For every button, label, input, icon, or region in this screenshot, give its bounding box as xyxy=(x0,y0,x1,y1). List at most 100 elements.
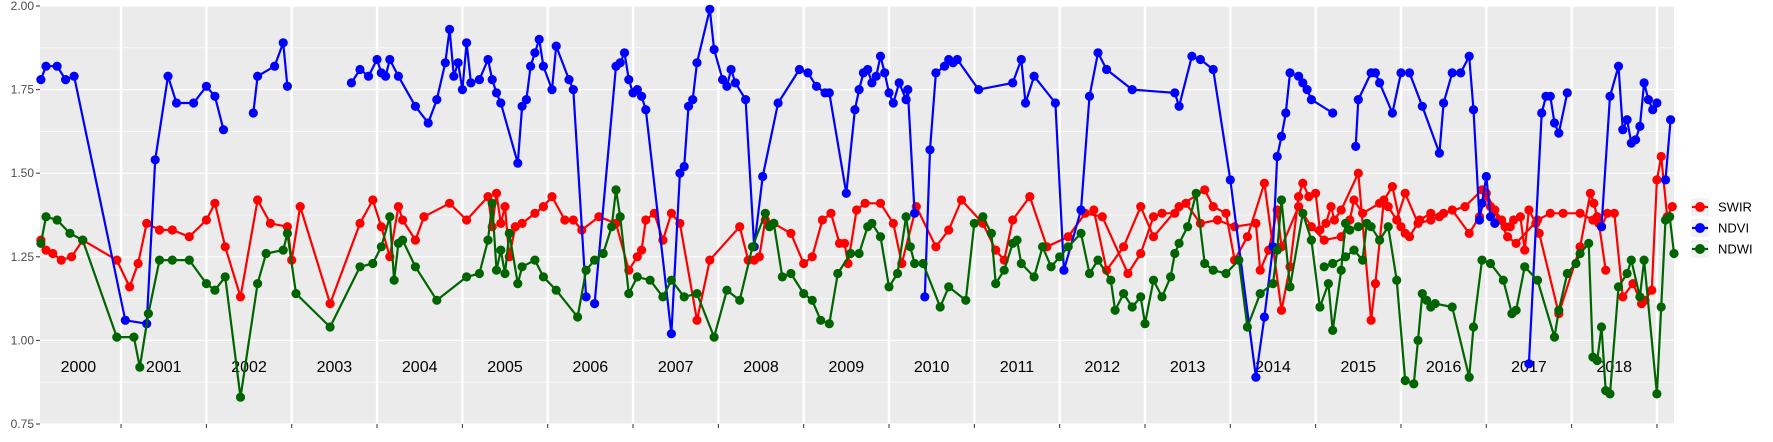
data-point-ndvi xyxy=(811,81,822,91)
data-point-ndvi xyxy=(445,24,455,34)
data-point-ndvi xyxy=(517,101,527,111)
data-point-ndvi xyxy=(1008,78,1018,88)
data-point-ndvi xyxy=(1272,151,1282,162)
data-point-ndvi xyxy=(385,54,395,65)
data-point-ndwi xyxy=(184,255,194,265)
data-point-ndvi xyxy=(466,78,476,88)
data-point-swir xyxy=(1329,215,1339,225)
data-point-swir xyxy=(1609,208,1619,218)
data-point-swir xyxy=(1319,235,1329,245)
data-point-ndwi xyxy=(1383,222,1393,232)
data-point-ndvi xyxy=(1474,215,1485,225)
data-point-ndvi xyxy=(722,81,732,91)
data-point-ndwi xyxy=(1652,389,1662,399)
data-point-ndvi xyxy=(1353,95,1363,105)
data-point-swir xyxy=(376,222,386,232)
data-point-ndwi xyxy=(692,289,702,299)
data-point-swir xyxy=(265,218,275,228)
data-point-swir xyxy=(1304,192,1314,202)
data-point-ndvi xyxy=(718,75,728,85)
data-point-ndvi xyxy=(1631,135,1641,145)
data-point-ndwi xyxy=(1063,242,1073,252)
data-point-ndvi xyxy=(1306,95,1316,105)
data-point-swir xyxy=(888,218,898,228)
data-point-ndvi xyxy=(218,125,229,135)
data-point-ndvi xyxy=(875,51,886,61)
data-point-swir xyxy=(1294,192,1304,202)
data-point-swir xyxy=(1259,178,1269,188)
data-point-ndwi xyxy=(846,248,856,259)
data-point-ndwi xyxy=(1626,255,1636,265)
data-point-swir xyxy=(1509,215,1519,225)
data-point-swir xyxy=(1602,208,1612,218)
data-point-ndwi xyxy=(513,279,523,289)
data-point-ndwi xyxy=(1485,258,1496,269)
data-point-ndvi xyxy=(1417,101,1427,111)
data-point-ndvi xyxy=(709,44,719,55)
data-point-swir xyxy=(1447,205,1457,215)
data-point-ndvi xyxy=(1276,131,1287,141)
data-point-ndvi xyxy=(1170,88,1180,98)
data-point-swir xyxy=(852,205,862,215)
data-point-ndwi xyxy=(1076,228,1086,238)
data-point-ndvi xyxy=(1666,115,1676,125)
data-point-ndvi xyxy=(1464,51,1474,61)
data-point-ndwi xyxy=(1119,289,1129,299)
data-point-ndvi xyxy=(1076,205,1086,215)
data-point-ndwi xyxy=(368,258,378,269)
data-point-ndvi xyxy=(171,98,182,108)
data-point-ndwi xyxy=(154,255,165,265)
data-point-ndvi xyxy=(449,71,459,81)
data-point-ndwi xyxy=(1029,272,1039,282)
data-point-ndwi xyxy=(944,282,954,292)
data-point-ndvi xyxy=(925,145,935,155)
data-point-ndwi xyxy=(1268,279,1278,289)
data-point-ndvi xyxy=(491,88,502,98)
data-point-ndvi xyxy=(1456,68,1466,78)
data-point-ndvi xyxy=(758,171,768,182)
data-point-ndwi xyxy=(496,245,506,255)
data-point-ndvi xyxy=(372,54,382,65)
year-label: 2013 xyxy=(1170,359,1206,376)
data-point-ndvi xyxy=(278,38,288,48)
data-point-ndwi xyxy=(1447,302,1457,312)
data-point-swir xyxy=(1503,232,1513,242)
data-point-ndvi xyxy=(1434,148,1444,158)
data-point-ndwi xyxy=(1323,279,1333,289)
data-point-ndvi xyxy=(526,61,536,71)
data-point-ndvi xyxy=(1127,85,1137,95)
data-point-ndvi xyxy=(530,48,540,58)
data-point-ndwi xyxy=(1409,379,1419,389)
data-point-ndwi xyxy=(1191,188,1201,198)
data-point-swir xyxy=(491,188,502,198)
data-point-swir xyxy=(368,195,378,205)
data-point-swir xyxy=(1575,208,1585,218)
data-point-ndvi xyxy=(462,38,472,48)
data-point-ndwi xyxy=(1575,248,1585,259)
year-label: 2005 xyxy=(487,359,523,376)
data-point-swir xyxy=(282,222,292,232)
data-point-swir xyxy=(184,232,194,242)
data-point-ndwi xyxy=(1596,322,1607,332)
data-point-ndwi xyxy=(112,332,122,342)
data-point-swir xyxy=(410,235,420,245)
data-point-ndvi xyxy=(547,85,557,95)
data-point-ndwi xyxy=(1345,225,1355,235)
data-point-swir xyxy=(1460,202,1470,212)
year-label: 2011 xyxy=(1000,359,1035,376)
data-point-ndwi xyxy=(769,218,779,228)
data-point-ndvi xyxy=(1020,98,1031,108)
data-point-swir xyxy=(1387,182,1397,192)
data-point-ndvi xyxy=(1059,265,1069,275)
data-point-swir xyxy=(1558,208,1568,218)
data-point-ndwi xyxy=(1148,275,1159,285)
data-point-ndwi xyxy=(1183,222,1193,232)
data-point-ndvi xyxy=(1251,372,1261,382)
data-point-swir xyxy=(1426,208,1436,218)
data-point-ndvi xyxy=(1294,71,1304,81)
data-point-ndwi xyxy=(1511,305,1521,315)
data-point-ndvi xyxy=(1208,64,1218,75)
data-point-ndwi xyxy=(1417,289,1427,299)
data-point-swir xyxy=(1392,215,1402,225)
data-point-ndwi xyxy=(1157,292,1167,302)
